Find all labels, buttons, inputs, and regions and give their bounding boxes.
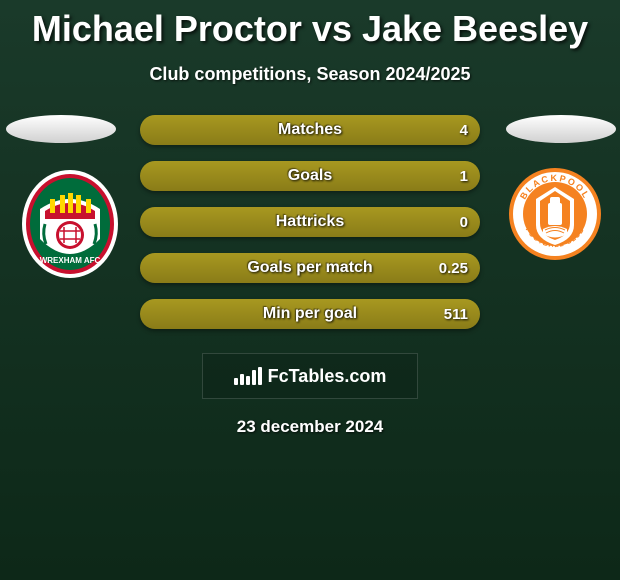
- stat-bars: Matches 4 Goals 1 Hattricks 0 Goals per …: [140, 115, 480, 329]
- player-photo-placeholder-left: [6, 115, 116, 143]
- stat-label: Min per goal: [263, 305, 357, 323]
- page-title: Michael Proctor vs Jake Beesley: [0, 0, 620, 50]
- date-label: 23 december 2024: [0, 417, 620, 437]
- stat-right-value: 1: [460, 168, 468, 185]
- stat-label: Goals per match: [247, 259, 372, 277]
- stat-label: Goals: [288, 167, 332, 185]
- brand-box: FcTables.com: [202, 353, 418, 399]
- stat-right-value: 4: [460, 122, 468, 139]
- subtitle: Club competitions, Season 2024/2025: [0, 64, 620, 85]
- brand-label: FcTables.com: [268, 366, 387, 387]
- stat-label: Hattricks: [276, 213, 344, 231]
- player-photo-placeholder-right: [506, 115, 616, 143]
- stat-right-value: 0.25: [439, 260, 468, 277]
- stat-right-value: 511: [444, 306, 468, 323]
- bar-chart-icon: [234, 367, 262, 385]
- club-crest-left: WREXHAM AFC: [20, 169, 120, 279]
- svg-text:WREXHAM AFC: WREXHAM AFC: [40, 256, 101, 265]
- stat-bar-matches: Matches 4: [140, 115, 480, 145]
- stat-bar-min-per-goal: Min per goal 511: [140, 299, 480, 329]
- comparison-content: WREXHAM AFC BLACKPOOL FOOTBALL CLUB: [0, 115, 620, 437]
- stat-label: Matches: [278, 121, 342, 139]
- stat-bar-hattricks: Hattricks 0: [140, 207, 480, 237]
- stat-bar-goals-per-match: Goals per match 0.25: [140, 253, 480, 283]
- stat-bar-goals: Goals 1: [140, 161, 480, 191]
- club-crest-right: BLACKPOOL FOOTBALL CLUB: [508, 167, 602, 261]
- stat-right-value: 0: [460, 214, 468, 231]
